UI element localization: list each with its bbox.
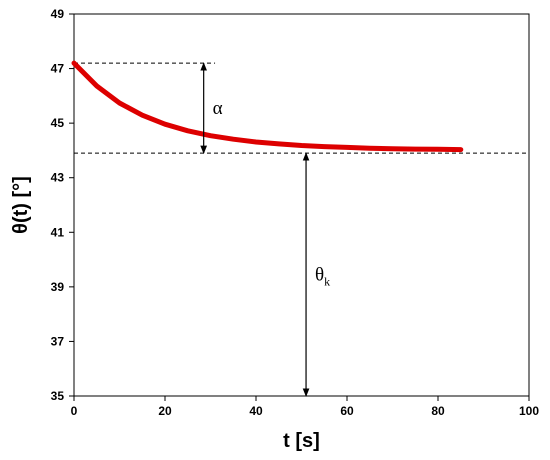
data-point	[346, 146, 348, 149]
y-tick-label: 43	[51, 171, 65, 185]
y-tick-label: 41	[51, 225, 65, 239]
data-point	[460, 149, 462, 151]
data-point	[232, 138, 234, 140]
data-point	[73, 62, 75, 64]
y-tick-label: 47	[51, 62, 65, 76]
x-tick-label: 60	[340, 404, 354, 418]
data-point	[391, 148, 394, 150]
data-point	[118, 102, 121, 104]
data-point	[278, 143, 280, 145]
data-point	[164, 123, 166, 125]
data-point	[300, 144, 303, 147]
alpha-label: α	[213, 98, 223, 119]
y-axis-title: θ(t) [°]	[10, 176, 32, 234]
plot-area	[73, 13, 530, 397]
data-point	[141, 114, 143, 116]
x-tick-label: 40	[249, 404, 263, 418]
x-tick-label: 0	[71, 404, 78, 418]
y-tick-label: 45	[51, 116, 65, 130]
y-tick-label: 49	[51, 7, 65, 21]
y-tick-label: 37	[51, 334, 65, 348]
x-tick-label: 80	[431, 404, 445, 418]
data-point	[187, 130, 189, 132]
data-point	[209, 135, 212, 137]
data-point	[437, 148, 439, 150]
x-tick-label: 100	[519, 404, 539, 418]
x-tick-label: 20	[158, 404, 172, 418]
y-tick-label: 39	[51, 280, 65, 294]
data-point	[369, 147, 371, 149]
theta_k-label: θk	[315, 265, 330, 289]
y-tick-label: 35	[51, 389, 65, 403]
data-point	[96, 85, 98, 87]
data-point	[414, 148, 416, 150]
data-point	[255, 141, 257, 143]
x-axis-title: t [s]	[283, 430, 320, 452]
data-point	[323, 146, 325, 148]
series-line	[71, 60, 464, 153]
